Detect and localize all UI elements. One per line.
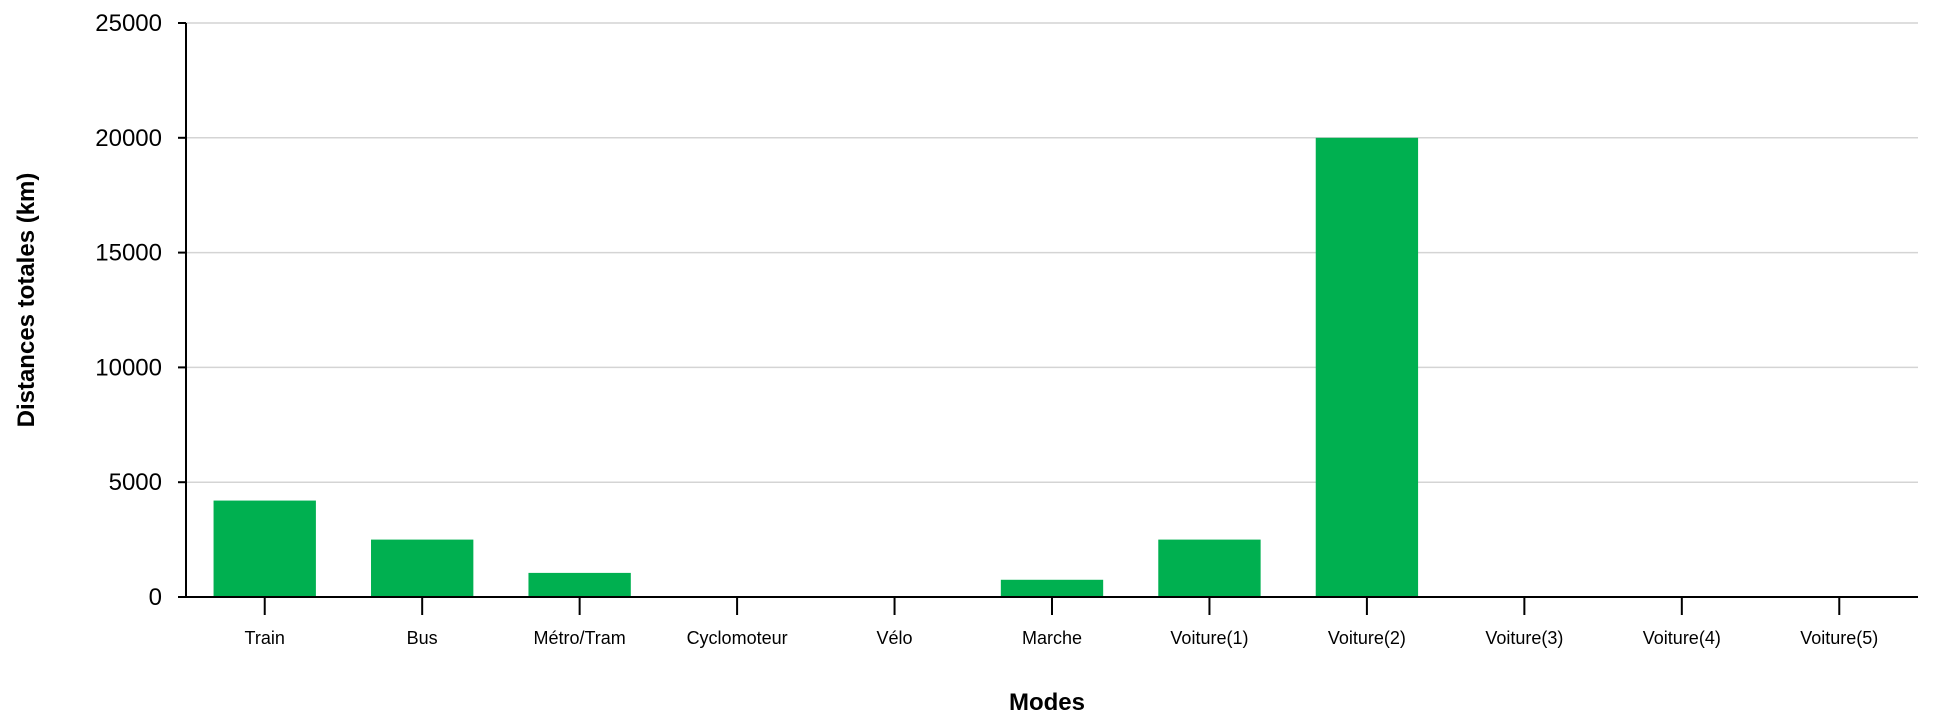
- x-tick-label: Voiture(3): [1485, 628, 1563, 648]
- x-axis-title: Modes: [1009, 689, 1085, 716]
- bars: [213, 137, 1419, 598]
- bar-voiture-2-: [1315, 137, 1419, 598]
- x-tick-label: Voiture(5): [1800, 628, 1878, 648]
- bar-bus: [371, 539, 474, 597]
- x-tick-label: Voiture(1): [1170, 628, 1248, 648]
- bar-m-tro-tram: [528, 572, 631, 597]
- x-tick-label: Cyclomoteur: [687, 628, 788, 648]
- y-tick-label: 25000: [95, 10, 162, 37]
- y-tick-label: 20000: [95, 125, 162, 152]
- bar-voiture-1-: [1158, 539, 1261, 597]
- x-tick-labels: Train Bus Métro/Tram Cyclomoteur Vélo Marche V…: [245, 597, 1878, 648]
- x-tick-label: Marche: [1022, 628, 1082, 648]
- x-tick-label: Métro/Tram: [533, 628, 625, 648]
- x-tick-label: Vélo: [877, 628, 913, 648]
- y-tick-label: 0: [149, 584, 162, 611]
- bar-train: [213, 500, 316, 597]
- y-axis-title: Distances totales (km): [13, 173, 40, 428]
- x-tick-label: Bus: [407, 628, 438, 648]
- x-tick-label: Voiture(4): [1643, 628, 1721, 648]
- gridlines: [178, 22, 1918, 598]
- axes: [185, 23, 1918, 598]
- y-tick-labels: 0 5000 10000 15000 20000 25000: [95, 10, 162, 611]
- y-tick-label: 15000: [95, 240, 162, 267]
- x-tick-label: Voiture(2): [1328, 628, 1406, 648]
- y-tick-label: 10000: [95, 354, 162, 381]
- x-tick-label: Train: [245, 628, 285, 648]
- y-tick-label: 5000: [109, 469, 162, 496]
- bar-marche: [1000, 579, 1104, 597]
